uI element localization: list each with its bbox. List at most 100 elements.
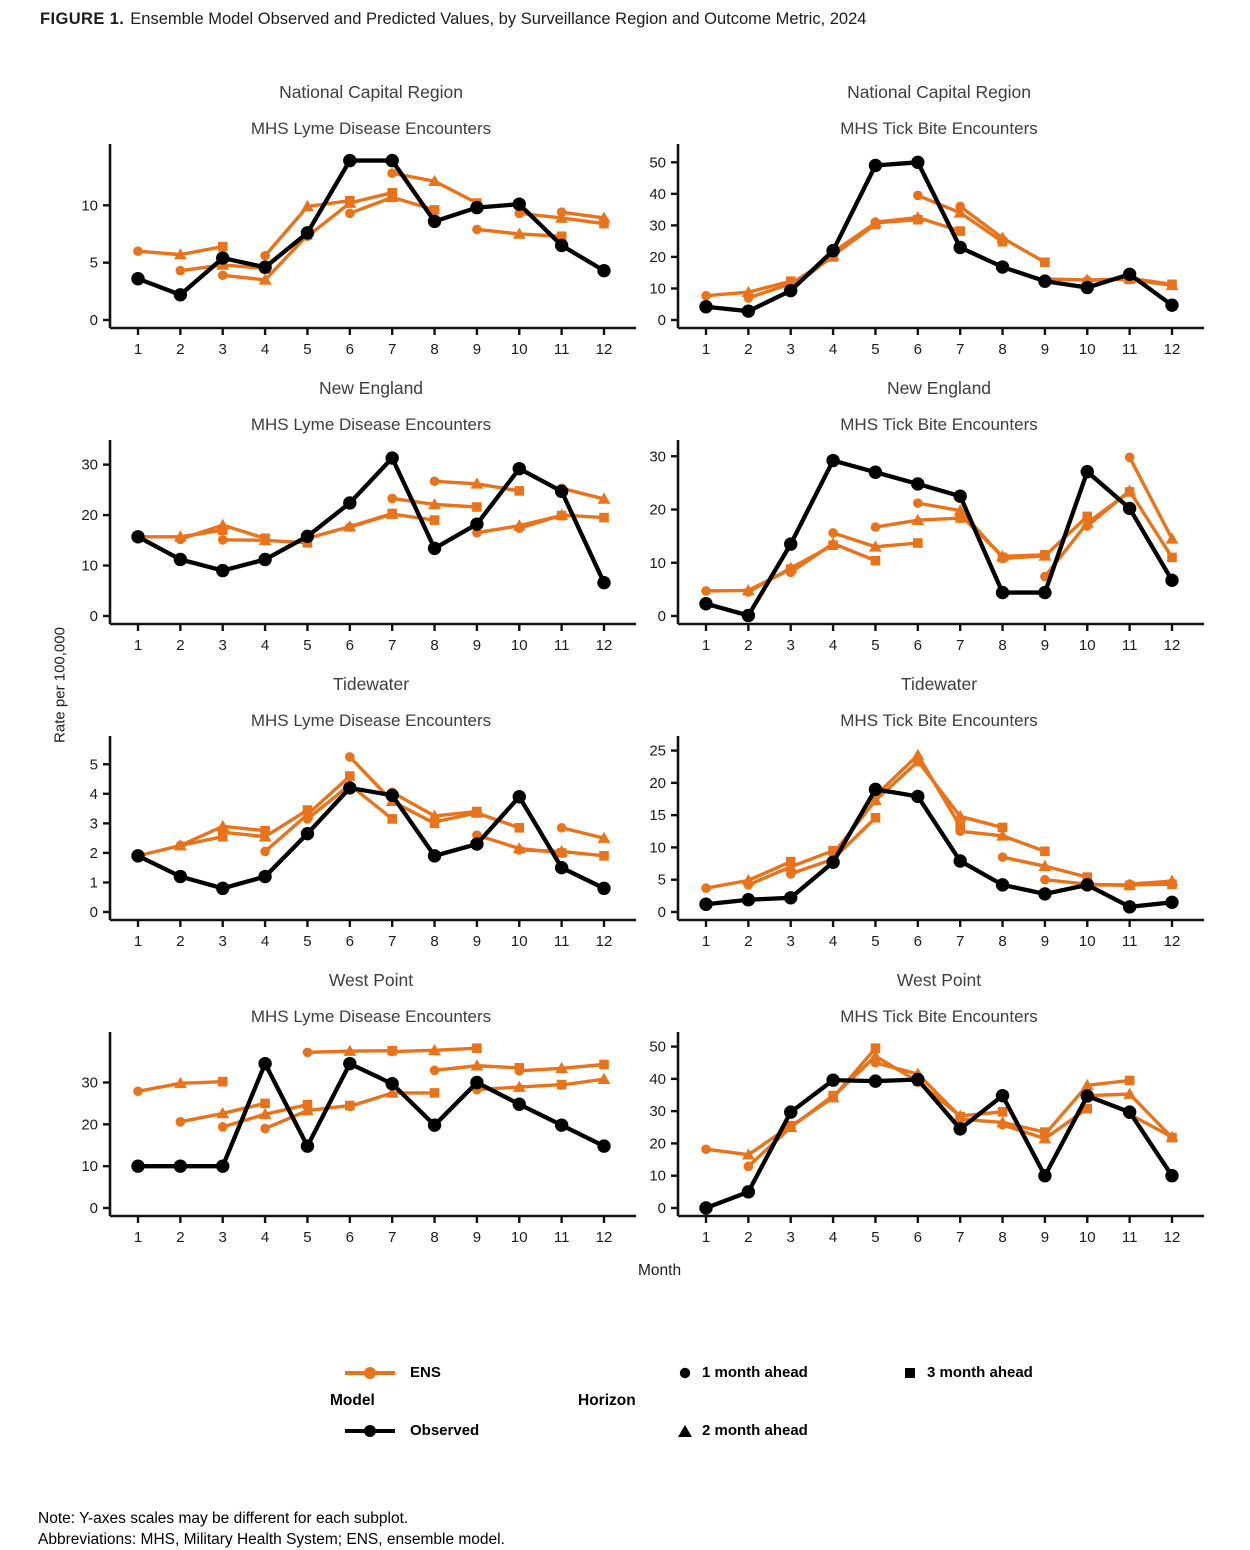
ens-1mo-marker — [556, 822, 567, 833]
observed-series — [699, 453, 1179, 623]
x-tick-label: 5 — [303, 637, 311, 654]
observed-marker — [554, 238, 569, 253]
square-marker-icon — [905, 1368, 915, 1378]
observed-marker — [868, 782, 883, 797]
observed-marker — [1122, 900, 1137, 914]
x-tick-label: 9 — [1041, 637, 1049, 654]
ens-1mo-marker — [133, 1086, 143, 1097]
ens-1mo-marker — [785, 1121, 796, 1132]
ens-1mo-marker — [302, 814, 313, 824]
ens-1mo-marker — [701, 290, 711, 301]
ens-2mo-marker — [1165, 1130, 1179, 1142]
ens-2mo-marker — [826, 537, 840, 549]
y-tick-label: 10 — [649, 555, 666, 572]
x-tick-label: 5 — [303, 1229, 311, 1246]
ens-3mo-marker — [217, 241, 228, 252]
x-tick-label: 7 — [388, 933, 396, 950]
x-tick-label: 11 — [1122, 637, 1138, 654]
subplot-national-capital-region-mhs-lyme-disease-encounters: National Capital Region MHS Lyme Disease … — [81, 82, 636, 358]
y-tick-label: 30 — [649, 1103, 666, 1120]
ens-1mo-marker — [701, 883, 711, 893]
ens-2mo-marker — [173, 248, 187, 260]
ens-1mo-marker — [701, 1144, 711, 1155]
observed-marker — [300, 826, 315, 841]
subplot-metric-title: MHS Tick Bite Encounters — [840, 415, 1037, 434]
ens-trajectory — [701, 276, 796, 301]
x-tick-label: 6 — [914, 933, 922, 950]
figure-title-label: FIGURE 1. — [40, 10, 125, 28]
observed-marker — [427, 1118, 442, 1132]
x-tick-label: 6 — [346, 637, 354, 654]
x-tick-label: 11 — [554, 341, 570, 358]
ens-trajectory — [387, 493, 482, 512]
ens-2mo-marker — [258, 1107, 272, 1120]
y-tick-label: 3 — [90, 815, 98, 832]
observed-marker — [512, 1097, 526, 1111]
ens-1mo-marker — [387, 493, 397, 504]
ens-3mo-marker — [599, 218, 609, 229]
y-tick-label: 0 — [90, 312, 98, 329]
ens-3mo-marker — [217, 525, 228, 536]
observed-marker — [216, 881, 230, 896]
observed-marker — [911, 1072, 925, 1087]
observed-marker — [470, 1075, 484, 1090]
ens-1mo-marker — [870, 522, 881, 532]
ens-1mo-marker — [514, 845, 525, 855]
x-tick-label: 12 — [596, 933, 613, 950]
observed-line — [137, 158, 606, 298]
observed-marker — [953, 1122, 967, 1136]
x-tick-label: 1 — [134, 637, 142, 654]
ens-3mo-marker — [1082, 872, 1093, 882]
ens-trajectory — [913, 498, 1008, 563]
x-tick-label: 8 — [998, 637, 1006, 654]
observed-marker — [1080, 465, 1094, 479]
x-tick-label: 2 — [744, 1229, 752, 1246]
ens-1mo-marker — [997, 852, 1008, 862]
y-tick-label: 5 — [90, 255, 98, 272]
subplot-metric-title: MHS Tick Bite Encounters — [840, 119, 1037, 138]
legend-ens-label: ENS — [410, 1364, 441, 1381]
subplot-region-title: Tidewater — [333, 674, 409, 694]
subplot-metric-title: MHS Lyme Disease Encounters — [251, 711, 491, 730]
y-tick-label: 25 — [649, 743, 666, 760]
axis-spines — [108, 144, 636, 330]
figure-legend: Model ENS Observed Horizon 1 month ahead… — [0, 1340, 1250, 1470]
ens-2mo-marker — [258, 533, 272, 546]
x-tick-label: 6 — [914, 637, 922, 654]
observed-marker — [953, 240, 967, 255]
ens-3mo-marker — [870, 555, 881, 566]
ens-trajectory — [429, 806, 525, 833]
observed-marker — [470, 200, 484, 215]
observed-marker — [826, 1073, 840, 1087]
ens-1mo-marker — [785, 567, 796, 578]
observed-marker — [784, 283, 798, 298]
x-tick-label: 9 — [1041, 933, 1049, 950]
observed-marker — [216, 251, 230, 265]
ens-2mo-marker — [1123, 1087, 1137, 1099]
x-tick-label: 7 — [388, 341, 396, 358]
circle-marker-icon — [679, 1367, 691, 1379]
observed-marker — [953, 854, 967, 868]
x-tick-label: 9 — [473, 637, 481, 654]
ens-1mo-marker — [175, 1117, 186, 1127]
observed-marker — [868, 158, 883, 173]
observed-marker — [300, 529, 315, 543]
subplot-national-capital-region-mhs-tick-bite-encounters: National Capital Region MHS Tick Bite Enc… — [649, 82, 1204, 358]
ens-trajectory — [913, 756, 1008, 833]
y-tick-label: 20 — [649, 1135, 666, 1152]
x-tick-label: 5 — [871, 933, 879, 950]
axis-spines — [676, 736, 1204, 922]
x-tick-label: 2 — [744, 637, 752, 654]
ens-line — [789, 1047, 877, 1128]
observed-line — [137, 785, 605, 891]
ens-1mo-marker — [743, 1161, 754, 1172]
ens-3mo-marker — [599, 512, 609, 523]
y-tick-label: 40 — [649, 186, 666, 203]
legend-horizon-header: Horizon — [578, 1392, 636, 1409]
ens-2mo-marker — [1038, 859, 1052, 871]
ens-trajectory — [556, 207, 611, 223]
ens-1mo-marker — [1040, 874, 1050, 885]
x-tick-label: 12 — [1164, 1229, 1181, 1246]
subplot-region-title: West Point — [897, 970, 981, 990]
